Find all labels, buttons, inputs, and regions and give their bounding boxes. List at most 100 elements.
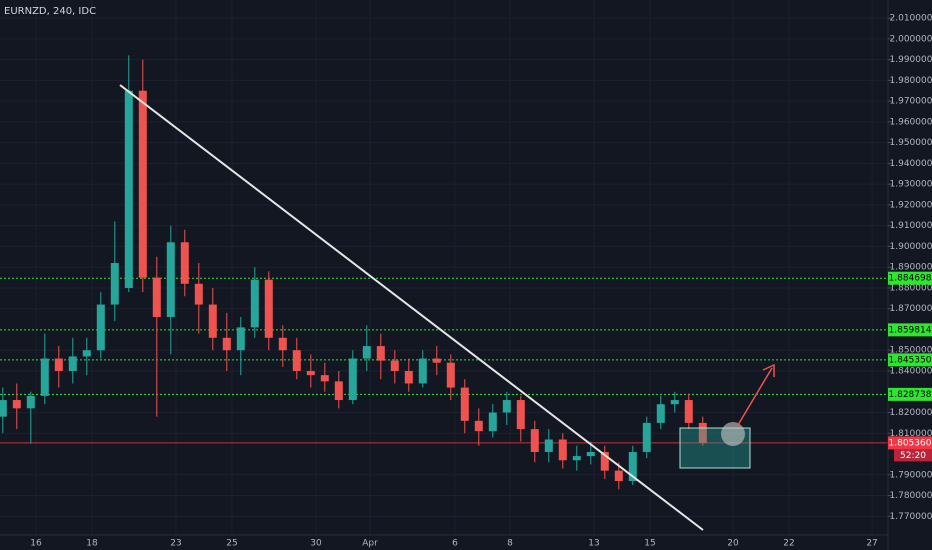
y-tick-label: 1.930000 <box>890 180 932 190</box>
y-tick-label: 1.970000 <box>890 97 932 107</box>
candle-body <box>82 350 91 357</box>
candle-body <box>250 279 259 328</box>
x-tick-label: 8 <box>507 539 513 549</box>
candle-body <box>628 451 637 482</box>
candle-body <box>670 400 679 405</box>
candle-body <box>166 242 175 318</box>
y-tick-label: 1.900000 <box>890 242 932 252</box>
level-label: 1.859814 <box>889 325 932 335</box>
arrow-head <box>762 363 775 377</box>
candle-body <box>600 451 609 471</box>
candle-body <box>544 439 553 452</box>
arrow-shaft <box>737 367 773 426</box>
y-tick-label: 1.890000 <box>890 263 932 273</box>
candles <box>0 55 707 490</box>
candle-body <box>586 451 595 457</box>
last-price-badge <box>888 436 932 450</box>
y-tick-label: 1.870000 <box>890 304 932 314</box>
x-tick-label: 16 <box>30 539 42 549</box>
candle-body <box>474 420 483 432</box>
x-tick-label: 22 <box>783 539 794 549</box>
candle-body <box>180 242 189 284</box>
candle-body <box>264 279 273 338</box>
highlight-circle <box>721 422 745 446</box>
y-tick-label: 1.950000 <box>890 138 932 148</box>
last-price-label: 1.805360 <box>889 438 932 448</box>
candle-body <box>152 277 161 318</box>
grid <box>0 0 888 535</box>
candle-body <box>362 346 371 359</box>
chart-title: EURNZD, 240, IDC <box>4 6 96 17</box>
candle-body <box>516 400 525 430</box>
level-badge <box>888 387 932 401</box>
candle-body <box>306 370 315 376</box>
candle-body <box>26 395 35 409</box>
level-badge <box>888 353 932 367</box>
y-tick-label: 1.770000 <box>890 512 932 522</box>
x-tick-label: 6 <box>452 539 458 549</box>
countdown: 52:20 <box>900 451 926 461</box>
y-tick-label: 1.920000 <box>890 200 932 210</box>
y-tick-label: 1.840000 <box>890 366 932 376</box>
x-tick-label: Apr <box>362 539 378 549</box>
candle-body <box>376 346 385 361</box>
axes: 1.770000 1.780000 1.790000 1.810000 1.820000… <box>30 14 932 549</box>
candle-body <box>96 304 105 351</box>
candle-body <box>222 337 231 351</box>
x-tick-label: 27 <box>866 539 877 549</box>
y-tick-label: 1.990000 <box>890 55 932 65</box>
candle-body <box>460 387 469 421</box>
candle-body <box>320 375 329 382</box>
y-tick-label: 1.780000 <box>890 491 932 501</box>
x-tick-label: 20 <box>727 539 739 549</box>
candle-body <box>12 400 21 409</box>
candle-body <box>54 358 63 371</box>
candle-body <box>642 422 651 452</box>
candle-body <box>684 400 693 423</box>
y-tick-label: 1.790000 <box>890 470 932 480</box>
candle-body <box>698 422 707 443</box>
level-label: 1.845350 <box>889 355 932 365</box>
x-tick-label: 15 <box>644 539 655 549</box>
candle-body <box>348 358 357 401</box>
candle-body <box>404 370 413 384</box>
x-tick-label: 18 <box>86 539 98 549</box>
candle-body <box>278 337 287 351</box>
candle-body <box>656 404 665 423</box>
countdown-badge <box>894 449 932 462</box>
candle-body <box>68 356 77 371</box>
x-tick-label: 23 <box>170 539 181 549</box>
candle-body <box>558 439 567 461</box>
candle-body <box>572 456 581 461</box>
level-label: 1.884698 <box>889 274 932 284</box>
candle-body <box>530 429 539 452</box>
candle-body <box>292 350 301 371</box>
candle-body <box>432 358 441 363</box>
x-tick-label: 30 <box>310 539 322 549</box>
candle-body <box>194 283 203 305</box>
candle-body <box>418 358 427 384</box>
y-tick-label: 1.810000 <box>890 429 932 439</box>
candle-body <box>208 304 217 338</box>
candle-body <box>236 327 245 351</box>
candle-body <box>502 400 511 413</box>
candle-body <box>40 358 49 396</box>
y-tick-label: 1.880000 <box>890 283 932 293</box>
candle-body <box>124 90 133 288</box>
candle-body <box>334 381 343 401</box>
level-badge <box>888 271 932 285</box>
candle-body <box>110 263 119 305</box>
y-tick-label: 1.960000 <box>890 117 932 127</box>
candle-body <box>138 90 147 278</box>
y-tick-label: 1.850000 <box>890 346 932 356</box>
y-tick-label: 1.910000 <box>890 221 932 231</box>
x-tick-label: 13 <box>588 539 599 549</box>
candle-body <box>0 400 7 417</box>
y-tick-label: 2.010000 <box>890 14 932 24</box>
x-tick-label: 25 <box>226 539 237 549</box>
y-tick-label: 1.820000 <box>890 408 932 418</box>
level-label: 1.828738 <box>889 390 932 400</box>
